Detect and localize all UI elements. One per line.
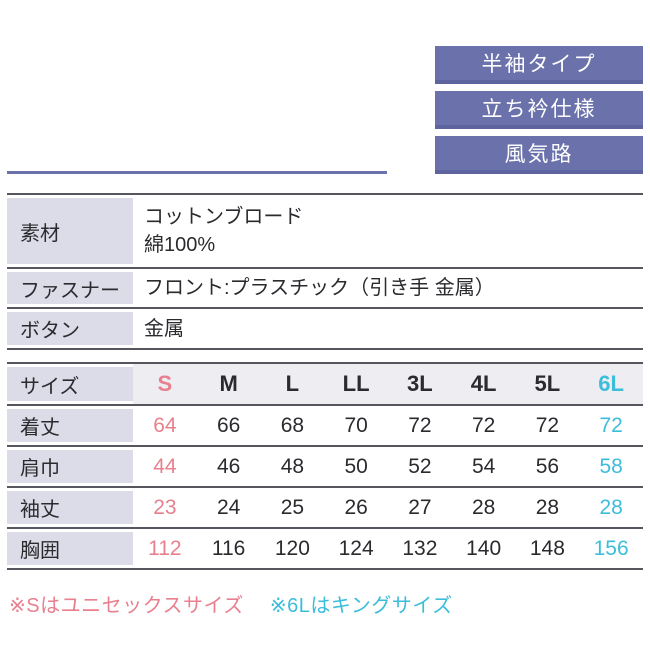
measurement-value: 68 <box>260 405 325 446</box>
measurement-value: 56 <box>515 446 580 487</box>
measurement-value: 70 <box>324 405 388 446</box>
spec-value-fastener: フロント:プラスチック（引き手 金属） <box>144 277 495 299</box>
feature-badge-list: 半袖タイプ 立ち衿仕様 風気路 <box>435 46 643 181</box>
measurement-value: 25 <box>260 487 325 528</box>
feature-badge-short-sleeve: 半袖タイプ <box>435 46 643 84</box>
measurement-value: 26 <box>324 487 388 528</box>
spec-value-line: 綿100% <box>144 234 216 256</box>
measurement-value: 24 <box>196 487 261 528</box>
size-header-row: サイズ S M L LL 3L 4L 5L 6L <box>7 363 643 405</box>
measurement-label: 着丈 <box>7 405 133 446</box>
measurement-value: 156 <box>579 528 643 569</box>
spec-row-button: ボタン 金属 <box>7 308 643 349</box>
size-column-header-s: S <box>133 363 197 405</box>
measurement-value: 66 <box>196 405 261 446</box>
measurement-value: 72 <box>451 405 516 446</box>
measurement-value: 132 <box>388 528 452 569</box>
spec-label-button: ボタン <box>7 308 133 349</box>
feature-badge-label: 半袖タイプ <box>481 53 597 76</box>
measurement-value: 58 <box>579 446 643 487</box>
spec-value-material: コットンブロード 綿100% <box>133 194 643 268</box>
size-chart-table: サイズ S M L LL 3L 4L 5L 6L 着丈 64 66 68 70 … <box>7 362 643 570</box>
size-column-header-l: L <box>260 363 325 405</box>
size-column-header-3l: 3L <box>388 363 452 405</box>
measurement-value: 112 <box>133 528 197 569</box>
footnote-king-size: ※6Lはキングサイズ <box>269 595 453 617</box>
spec-value-line: コットンブロード <box>144 206 304 228</box>
measurement-value: 72 <box>388 405 452 446</box>
spec-row-material: 素材 コットンブロード 綿100% <box>7 194 643 268</box>
measurement-value: 54 <box>451 446 516 487</box>
size-column-header-4l: 4L <box>451 363 516 405</box>
size-column-header-6l: 6L <box>579 363 643 405</box>
measurement-label: 袖丈 <box>7 487 133 528</box>
feature-badge-label: 風気路 <box>504 143 574 166</box>
measurement-value: 72 <box>515 405 580 446</box>
spec-value-button: 金属 <box>144 317 184 340</box>
measurement-row-chest: 胸囲 112 116 120 124 132 140 148 156 <box>7 528 643 569</box>
measurement-value: 124 <box>324 528 388 569</box>
measurement-value: 116 <box>196 528 261 569</box>
spec-label-fastener: ファスナー <box>7 268 133 308</box>
accent-divider-line <box>7 171 387 174</box>
measurement-value: 52 <box>388 446 452 487</box>
measurement-value: 148 <box>515 528 580 569</box>
measurement-value: 44 <box>133 446 197 487</box>
size-column-header-m: M <box>196 363 261 405</box>
measurement-value: 64 <box>133 405 197 446</box>
measurement-value: 27 <box>388 487 452 528</box>
size-footnotes: ※Sはユニセックスサイズ ※6Lはキングサイズ <box>9 589 453 618</box>
measurement-value: 28 <box>515 487 580 528</box>
measurement-value: 140 <box>451 528 516 569</box>
measurement-value: 72 <box>579 405 643 446</box>
measurement-value: 120 <box>260 528 325 569</box>
product-spec-table: 素材 コットンブロード 綿100% ファスナー フロント:プラスチック（引き手 … <box>7 193 643 350</box>
measurement-value: 46 <box>196 446 261 487</box>
measurement-row-sleeve-length: 袖丈 23 24 25 26 27 28 28 28 <box>7 487 643 528</box>
feature-badge-label: 立ち衿仕様 <box>481 98 597 121</box>
spec-label-material: 素材 <box>7 194 133 268</box>
measurement-value: 48 <box>260 446 325 487</box>
measurement-row-shoulder-width: 肩巾 44 46 48 50 52 54 56 58 <box>7 446 643 487</box>
size-column-header-ll: LL <box>324 363 388 405</box>
measurement-label: 胸囲 <box>7 528 133 569</box>
feature-badge-stand-collar: 立ち衿仕様 <box>435 91 643 129</box>
measurement-value: 28 <box>579 487 643 528</box>
measurement-value: 28 <box>451 487 516 528</box>
measurement-value: 23 <box>133 487 197 528</box>
size-header-label: サイズ <box>7 363 133 405</box>
size-column-header-5l: 5L <box>515 363 580 405</box>
spec-row-fastener: ファスナー フロント:プラスチック（引き手 金属） <box>7 268 643 308</box>
measurement-row-body-length: 着丈 64 66 68 70 72 72 72 72 <box>7 405 643 446</box>
measurement-label: 肩巾 <box>7 446 133 487</box>
feature-badge-air-path: 風気路 <box>435 136 643 174</box>
measurement-value: 50 <box>324 446 388 487</box>
footnote-unisex-size: ※Sはユニセックスサイズ <box>9 595 244 617</box>
